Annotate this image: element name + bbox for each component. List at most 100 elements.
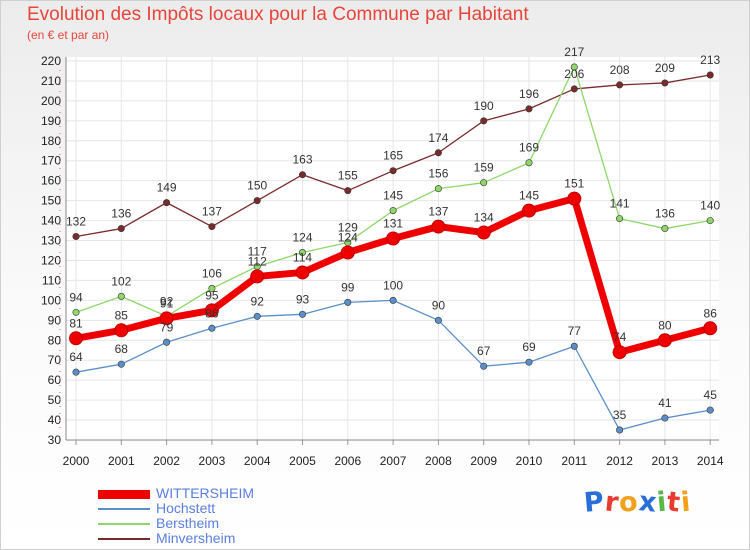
data-point-hochstett: [344, 298, 352, 306]
x-tick-label: 2002: [153, 454, 180, 468]
data-point-hochstett: [298, 310, 306, 318]
data-label-berstheim: 92: [160, 294, 174, 308]
y-tick-label: 100: [41, 293, 61, 307]
y-tick-label: 200: [41, 94, 61, 108]
y-tick-label: 160: [41, 174, 61, 188]
data-point-berstheim: [117, 292, 125, 300]
data-point-minversheim: [570, 85, 578, 93]
logo-letter: P: [582, 486, 607, 519]
data-point-wittersheim: [295, 265, 310, 280]
data-label-minversheim: 132: [66, 215, 86, 229]
data-label-berstheim: 106: [202, 266, 222, 280]
data-point-minversheim: [208, 223, 216, 231]
data-label-berstheim: 159: [474, 161, 494, 175]
data-point-berstheim: [298, 248, 306, 256]
data-label-berstheim: 136: [655, 207, 675, 221]
data-point-wittersheim: [114, 323, 129, 338]
data-point-minversheim: [616, 81, 624, 89]
data-label-wittersheim: 145: [519, 189, 539, 203]
data-point-minversheim: [117, 225, 125, 233]
data-label-wittersheim: 112: [248, 254, 267, 268]
data-point-hochstett: [661, 414, 669, 422]
data-label-berstheim: 94: [69, 290, 83, 304]
data-label-hochstett: 99: [341, 280, 355, 294]
y-tick-label: 180: [41, 134, 61, 148]
data-label-wittersheim: 86: [704, 306, 718, 320]
data-label-wittersheim: 81: [69, 316, 83, 330]
data-label-wittersheim: 80: [658, 318, 672, 332]
x-tick-label: 2011: [561, 454, 587, 468]
data-label-berstheim: 145: [383, 189, 403, 203]
data-label-minversheim: 150: [247, 179, 267, 193]
data-label-minversheim: 174: [428, 131, 448, 145]
x-tick-label: 2013: [652, 454, 679, 468]
data-label-minversheim: 208: [610, 63, 630, 77]
data-point-minversheim: [344, 187, 352, 195]
x-tick-label: 2000: [63, 454, 90, 468]
legend-label: Hochstett: [156, 500, 216, 516]
legend-swatch: [98, 538, 150, 540]
y-tick-label: 150: [41, 194, 61, 208]
legend-label: Minversheim: [156, 530, 236, 546]
x-tick-label: 2014: [697, 454, 724, 468]
y-tick-label: 140: [41, 214, 61, 228]
data-label-berstheim: 140: [700, 199, 720, 213]
data-point-minversheim: [298, 171, 306, 179]
data-point-wittersheim: [204, 303, 219, 318]
data-label-minversheim: 136: [111, 207, 131, 221]
proxiti-logo: Proxiti: [582, 486, 693, 519]
data-label-minversheim: 206: [564, 67, 584, 81]
plot-area: [66, 57, 719, 440]
data-point-berstheim: [389, 207, 397, 215]
data-label-berstheim: 141: [610, 197, 630, 211]
data-point-berstheim: [570, 63, 578, 71]
y-tick-label: 130: [41, 234, 61, 248]
data-point-hochstett: [706, 406, 714, 414]
data-point-berstheim: [72, 308, 80, 316]
data-point-berstheim: [480, 179, 488, 187]
y-tick-label: 170: [41, 154, 61, 168]
data-label-hochstett: 35: [613, 408, 627, 422]
data-label-minversheim: 196: [519, 87, 539, 101]
data-point-minversheim: [253, 197, 261, 205]
data-point-berstheim: [706, 217, 714, 225]
data-label-minversheim: 165: [383, 149, 403, 163]
data-label-berstheim: 156: [428, 167, 448, 181]
x-tick-label: 2012: [606, 454, 633, 468]
data-label-minversheim: 213: [700, 53, 720, 67]
data-label-berstheim: 117: [248, 244, 267, 258]
y-tick-label: 110: [42, 273, 61, 287]
data-label-hochstett: 93: [296, 292, 310, 306]
data-point-berstheim: [525, 159, 533, 167]
y-tick-label: 210: [41, 74, 61, 88]
data-label-minversheim: 209: [655, 61, 675, 75]
data-label-hochstett: 100: [383, 278, 403, 292]
data-label-berstheim: 169: [519, 141, 539, 155]
data-point-berstheim: [661, 225, 669, 233]
x-tick-label: 2005: [289, 454, 316, 468]
y-tick-label: 70: [48, 353, 62, 367]
data-point-hochstett: [253, 312, 261, 320]
data-label-berstheim: 102: [111, 274, 131, 288]
data-point-wittersheim: [612, 345, 627, 360]
data-label-wittersheim: 95: [205, 288, 219, 302]
data-label-wittersheim: 131: [383, 217, 403, 231]
x-tick-label: 2006: [334, 454, 361, 468]
data-label-wittersheim: 85: [115, 308, 129, 322]
x-tick-label: 2009: [470, 454, 497, 468]
y-tick-label: 90: [48, 313, 62, 327]
data-point-berstheim: [434, 185, 442, 193]
data-label-hochstett: 69: [522, 340, 536, 354]
data-point-minversheim: [434, 149, 442, 157]
x-tick-label: 2001: [108, 454, 135, 468]
data-point-wittersheim: [159, 311, 174, 326]
y-tick-label: 60: [48, 373, 62, 387]
data-label-minversheim: 137: [202, 205, 222, 219]
legend-swatch: [98, 523, 150, 525]
x-tick-label: 2004: [244, 454, 271, 468]
legend-label: Berstheim: [156, 515, 220, 531]
y-tick-label: 40: [48, 413, 62, 427]
data-label-hochstett: 41: [658, 396, 672, 410]
data-point-wittersheim: [567, 191, 582, 206]
